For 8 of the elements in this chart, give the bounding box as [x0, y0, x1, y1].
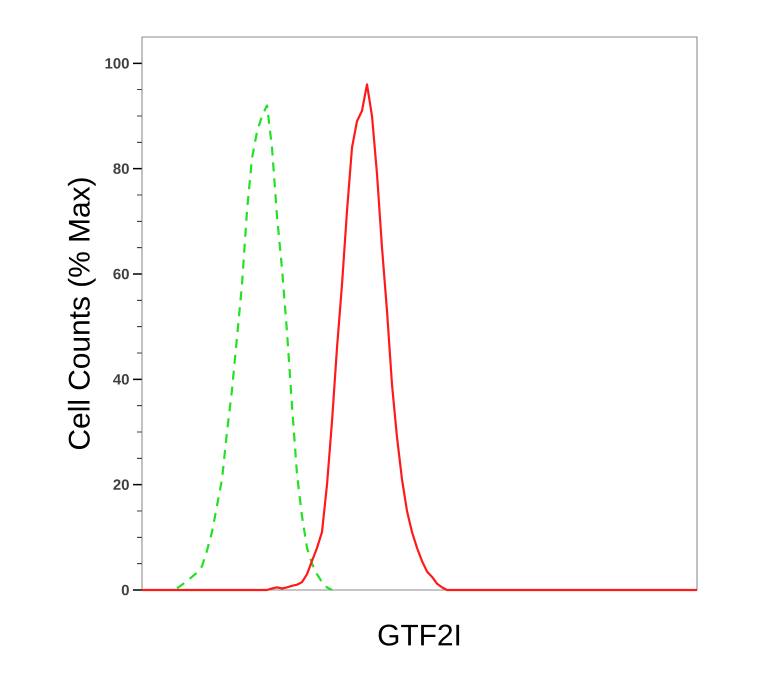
y-tick-label: 60: [113, 268, 129, 280]
x-axis-title: GTF2I: [378, 624, 460, 646]
y-tick-label: 0: [122, 584, 129, 596]
y-axis-title: Cell Counts (% Max): [68, 178, 96, 450]
y-tick-label: 100: [105, 58, 129, 69]
y-tick-label: 20: [113, 479, 129, 490]
y-tick-label: 40: [113, 374, 129, 385]
y-tick-label: 80: [113, 163, 129, 174]
